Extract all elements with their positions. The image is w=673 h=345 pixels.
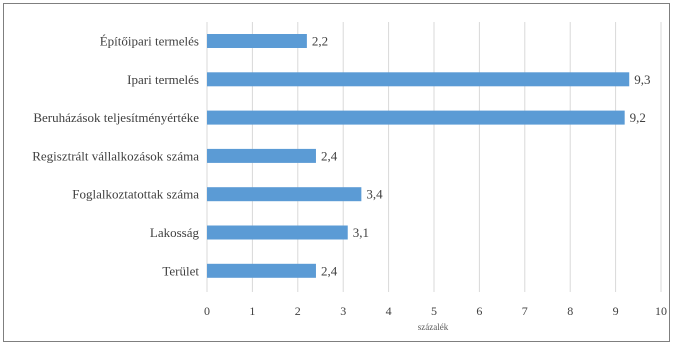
category-label: Beruházások teljesítményértéke [33,110,199,125]
category-label: Foglalkoztatottak száma [72,187,199,202]
bar [207,263,316,278]
category-label: Regisztrált vállalkozások száma [32,148,199,163]
data-label: 2,4 [321,148,338,163]
bar [207,225,348,240]
data-label: 3,1 [353,225,369,240]
bar [207,110,625,125]
x-tick-label: 5 [431,304,437,318]
x-axis-title: százalék [418,322,449,332]
category-label: Ipari termelés [127,72,199,87]
bar [207,187,362,202]
bars [207,34,630,278]
x-tick-label: 7 [522,304,528,318]
bar [207,148,316,163]
category-label: Terület [162,263,199,278]
category-label: Lakosság [150,225,200,240]
x-tick-label: 1 [249,304,255,318]
category-labels: Építőipari termelés Ipari termelés Beruház… [32,34,199,279]
x-tick-label: 9 [613,304,619,318]
x-tick-label: 2 [295,304,301,318]
data-label: 2,4 [321,263,338,278]
x-tick-label: 10 [655,304,667,318]
x-tick-label: 8 [567,304,573,318]
bar [207,72,630,87]
x-tick-label: 0 [204,304,210,318]
data-label: 3,4 [366,187,383,202]
x-tick-label: 4 [386,304,392,318]
x-tick-label: 3 [340,304,346,318]
data-label: 2,2 [312,34,328,49]
data-label: 9,2 [630,110,646,125]
bar [207,34,307,48]
chart-frame [3,3,670,342]
x-tick-labels: 0 1 2 3 4 5 6 7 8 9 10 [204,304,667,318]
gridlines [206,22,662,292]
category-label: Építőipari termelés [100,34,199,49]
x-tick-label: 6 [476,304,482,318]
data-labels: 2,2 9,3 9,2 2,4 3,4 3,1 2,4 [312,34,651,279]
data-label: 9,3 [634,72,650,87]
